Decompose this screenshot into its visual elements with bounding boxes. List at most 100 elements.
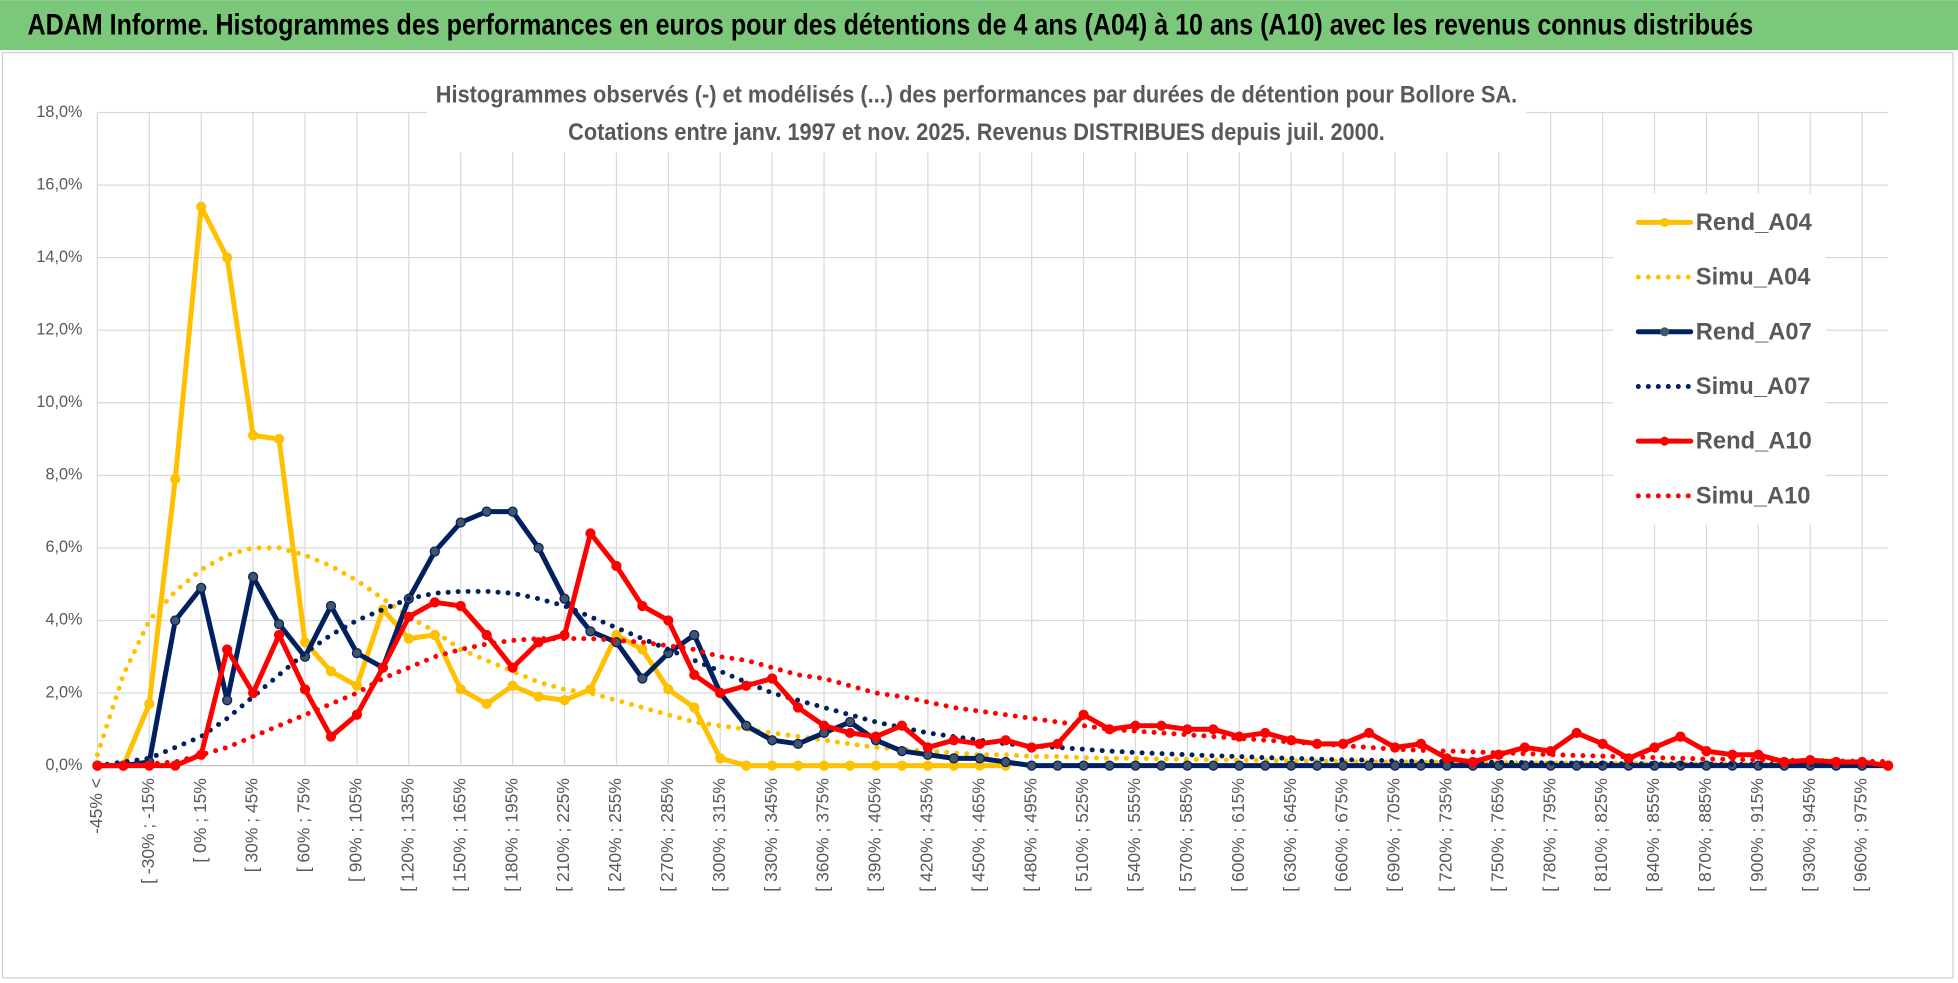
marker bbox=[144, 698, 155, 710]
marker bbox=[222, 695, 233, 706]
y-tick-label: 6,0% bbox=[45, 538, 82, 556]
marker bbox=[1467, 756, 1478, 768]
y-tick-label: 10,0% bbox=[36, 393, 82, 411]
marker bbox=[533, 542, 544, 554]
x-tick-label: [ 870% ; 885% bbox=[1695, 778, 1715, 892]
marker bbox=[741, 720, 752, 731]
x-tick-label: [ 840% ; 855% bbox=[1643, 778, 1663, 892]
marker bbox=[844, 760, 856, 771]
marker bbox=[1363, 760, 1375, 771]
marker bbox=[170, 473, 181, 485]
marker bbox=[1078, 709, 1089, 720]
x-tick-label: [ 540% ; 555% bbox=[1124, 778, 1144, 892]
marker bbox=[351, 680, 363, 691]
marker bbox=[196, 201, 207, 212]
marker bbox=[663, 684, 674, 695]
marker bbox=[741, 680, 752, 691]
marker bbox=[1389, 760, 1401, 771]
x-tick-label: [ 390% ; 405% bbox=[865, 778, 885, 892]
marker bbox=[1052, 760, 1063, 771]
marker bbox=[896, 760, 908, 771]
x-tick-label: [ 930% ; 945% bbox=[1799, 778, 1819, 892]
model-line bbox=[94, 545, 1891, 768]
x-tick-label: [ 570% ; 585% bbox=[1176, 778, 1196, 892]
x-tick-label: [ 30% ; 45% bbox=[242, 778, 262, 872]
x-tick-label: [ 420% ; 435% bbox=[916, 778, 936, 892]
marker bbox=[273, 433, 285, 445]
marker bbox=[637, 673, 648, 684]
x-tick-label: [ 240% ; 255% bbox=[605, 778, 625, 892]
marker bbox=[1337, 760, 1349, 771]
marker bbox=[559, 695, 570, 706]
marker bbox=[715, 753, 726, 764]
y-tick-label: 0,0% bbox=[45, 756, 82, 774]
marker bbox=[429, 597, 440, 608]
marker bbox=[351, 709, 363, 720]
marker bbox=[273, 618, 285, 630]
marker bbox=[1208, 724, 1219, 735]
x-tick-label: [ 180% ; 195% bbox=[501, 778, 521, 892]
marker bbox=[455, 517, 466, 528]
legend-label: Simu_A07 bbox=[1696, 374, 1811, 400]
marker bbox=[1597, 738, 1608, 749]
marker bbox=[1026, 760, 1037, 771]
marker bbox=[585, 626, 596, 637]
marker bbox=[689, 669, 700, 681]
marker bbox=[896, 720, 908, 731]
marker bbox=[507, 506, 518, 517]
data-line bbox=[94, 509, 1891, 769]
marker bbox=[818, 760, 830, 771]
marker bbox=[1000, 756, 1011, 768]
legend-marker bbox=[1660, 327, 1670, 337]
marker bbox=[1675, 731, 1686, 742]
marker bbox=[767, 760, 778, 771]
x-tick-label: [ 720% ; 735% bbox=[1436, 778, 1456, 892]
marker bbox=[455, 600, 466, 612]
marker bbox=[222, 644, 233, 655]
y-tick-label: 14,0% bbox=[36, 248, 82, 266]
marker bbox=[689, 702, 700, 713]
marker bbox=[896, 745, 908, 757]
marker bbox=[611, 560, 622, 572]
legend-label: Rend_A04 bbox=[1696, 210, 1813, 236]
marker bbox=[715, 687, 726, 699]
data-line bbox=[94, 530, 1891, 769]
marker bbox=[247, 687, 259, 699]
marker bbox=[507, 680, 518, 691]
x-tick-label: [ 960% ; 975% bbox=[1851, 778, 1871, 892]
marker bbox=[1156, 720, 1167, 731]
marker bbox=[1130, 760, 1141, 771]
x-tick-label: [ 330% ; 345% bbox=[761, 778, 781, 892]
x-tick-label: [ 660% ; 675% bbox=[1332, 778, 1352, 892]
marker bbox=[247, 571, 259, 583]
marker bbox=[1286, 760, 1297, 771]
marker bbox=[948, 753, 959, 764]
chart-subtitle: Cotations entre janv. 1997 et nov. 2025.… bbox=[568, 120, 1385, 146]
x-tick-label: [ 270% ; 285% bbox=[657, 778, 677, 892]
marker bbox=[1312, 760, 1323, 771]
marker bbox=[1260, 760, 1271, 771]
marker bbox=[844, 727, 856, 739]
marker bbox=[559, 593, 570, 604]
marker bbox=[507, 662, 518, 673]
marker bbox=[689, 629, 700, 641]
marker bbox=[1363, 727, 1375, 739]
marker bbox=[1182, 724, 1193, 735]
marker bbox=[1571, 727, 1582, 739]
marker bbox=[1649, 742, 1660, 753]
marker bbox=[1078, 760, 1089, 771]
marker bbox=[481, 506, 492, 517]
marker bbox=[351, 647, 363, 659]
x-tick-label: [ 750% ; 765% bbox=[1487, 778, 1507, 892]
chart-title: Histogrammes observés (-) et modélisés (… bbox=[436, 83, 1517, 109]
y-tick-label: 2,0% bbox=[45, 683, 82, 701]
marker bbox=[870, 731, 882, 742]
y-tick-label: 4,0% bbox=[45, 611, 82, 629]
marker bbox=[792, 738, 804, 749]
legend-marker bbox=[1660, 436, 1670, 446]
title-box bbox=[427, 75, 1526, 153]
marker bbox=[403, 611, 414, 622]
x-tick-label: [ 690% ; 705% bbox=[1384, 778, 1404, 892]
x-tick-label: [ 600% ; 615% bbox=[1228, 778, 1248, 892]
marker bbox=[922, 760, 933, 771]
